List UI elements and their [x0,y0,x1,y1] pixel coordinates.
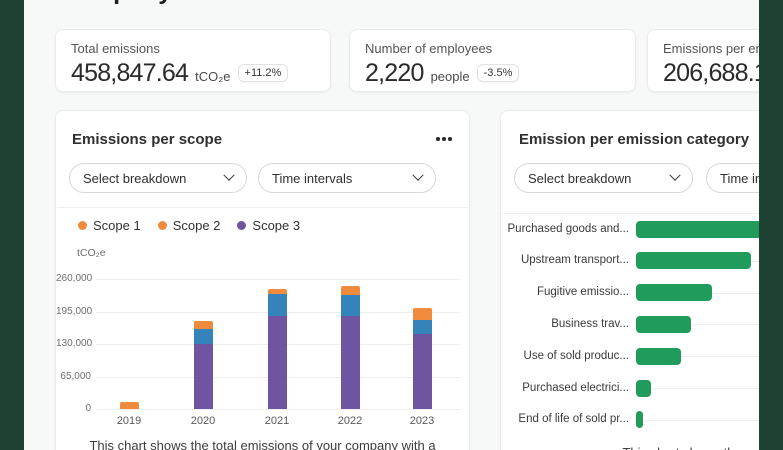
kpi-value-row: 2,220 people -3.5% [365,61,620,86]
x-axis-label: 2023 [409,415,435,427]
category-bar[interactable] [636,284,712,302]
breakdown-dropdown[interactable]: Select breakdown [69,163,247,193]
bar-segment-scope-3[interactable] [193,344,213,409]
legend-dot-icon [78,221,87,230]
bar-segment-scope-1[interactable] [412,308,432,320]
more-options-icon[interactable] [436,137,452,141]
category-label: Business trav... [551,317,629,330]
bar-segment-scope-1[interactable] [267,288,287,294]
kpi-card-employees: Number of employees 2,220 people -3.5% [349,29,636,92]
y-axis-tick-label: 65,000 [60,370,91,382]
dropdown-label: Select breakdown [528,170,632,186]
time-intervals-dropdown[interactable]: Time intervals [258,163,436,193]
legend-item: Scope 3 [237,218,300,233]
x-axis-label: 2020 [190,415,216,427]
bar-segment-scope-2[interactable] [267,293,287,316]
kpi-label: Emissions per employee [663,41,783,56]
chart-description: This chart shows the emissions of [511,445,783,450]
dropdown-label: Time intervals [272,170,353,186]
category-label: Use of sold produc... [523,349,629,362]
page-title: Company overview [57,0,288,6]
category-bar[interactable] [636,252,751,270]
gridline [96,279,461,280]
category-bar[interactable] [636,379,651,397]
x-axis-label: 2022 [337,415,363,427]
row-gridline [636,388,759,390]
bar-segment-scope-2[interactable] [412,320,432,334]
card-title: Emissions per scope [72,131,223,148]
category-label: End of life of sold pr... [518,413,629,426]
bar-segment-scope-1[interactable] [193,321,213,329]
legend-label: Scope 1 [93,218,141,233]
kpi-value-row: 458,847.64 tCO₂e +11.2% [71,61,315,86]
kpi-value: 2,220 [365,59,424,87]
row-gridline [636,324,759,326]
legend-item: Scope 1 [78,218,141,233]
category-label: Purchased electrici... [522,381,629,394]
legend-item: Scope 2 [157,218,221,233]
category-bar[interactable] [636,315,691,333]
x-axis-label: 2019 [116,415,142,427]
divider [502,213,783,214]
category-bar[interactable] [636,411,643,429]
category-bar[interactable] [636,347,681,365]
x-axis-label: 2021 [264,415,290,427]
bar-segment-scope-2[interactable] [193,328,213,344]
bar-segment-scope-3[interactable] [412,333,432,409]
y-axis-tick-label: 195,000 [56,305,93,317]
right-frame [759,0,783,450]
chart-description: This chart shows the total emissions of … [89,438,436,450]
bar-segment-scope-2[interactable] [340,294,360,316]
chart-legend: Scope 1 Scope 2 Scope 3 [78,218,300,233]
row-gridline [636,419,759,421]
kpi-change-badge: +11.2% [237,64,289,82]
gridline [96,409,461,410]
breakdown-dropdown[interactable]: Select breakdown [514,163,693,193]
y-axis-title: tCO₂e [77,247,106,259]
legend-dot-icon [157,221,167,230]
kpi-unit: people [430,69,470,84]
kpi-unit: tCO₂e [195,69,231,84]
emission-per-category-card: Emission per emission category Select br… [500,110,783,450]
legend-dot-icon [237,221,247,230]
bar-segment-scope-1[interactable] [340,286,360,295]
y-axis-tick-label: 130,000 [56,338,93,349]
bar-segment-scope-1[interactable] [119,401,139,409]
legend-label: Scope 3 [252,218,301,233]
bar-segment-scope-3[interactable] [267,315,287,409]
dropdown-label: Select breakdown [83,170,187,186]
bar-segment-scope-3[interactable] [340,315,360,409]
horizontal-bar-chart: Purchased goods and... Upstream transport… [501,111,783,450]
category-label: Fugitive emissio... [536,286,629,299]
stacked-bar-chart: 0 65,000 130,000 195,000 260,000 tCO₂e 2019 202… [56,111,469,450]
left-frame [0,0,24,450]
kpi-label: Number of employees [365,41,493,56]
kpi-label: Total emissions [71,41,160,56]
kpi-change-badge: -3.5% [476,64,520,82]
y-axis-tick-label: 0 [85,403,91,414]
divider [57,207,468,208]
category-label: Purchased goods and... [507,222,629,235]
emissions-per-scope-card: Emissions per scope Select breakdown Tim… [55,110,470,450]
category-bar[interactable] [636,220,771,238]
y-axis-tick-label: 260,000 [56,273,93,284]
legend-label: Scope 2 [172,218,221,233]
row-gridline [636,356,759,358]
category-label: Upstream transport... [520,254,629,267]
kpi-card-total-emissions: Total emissions 458,847.64 tCO₂e +11.2% [55,29,331,92]
kpi-value: 458,847.64 [71,59,189,87]
card-title: Emission per emission category [519,131,750,148]
